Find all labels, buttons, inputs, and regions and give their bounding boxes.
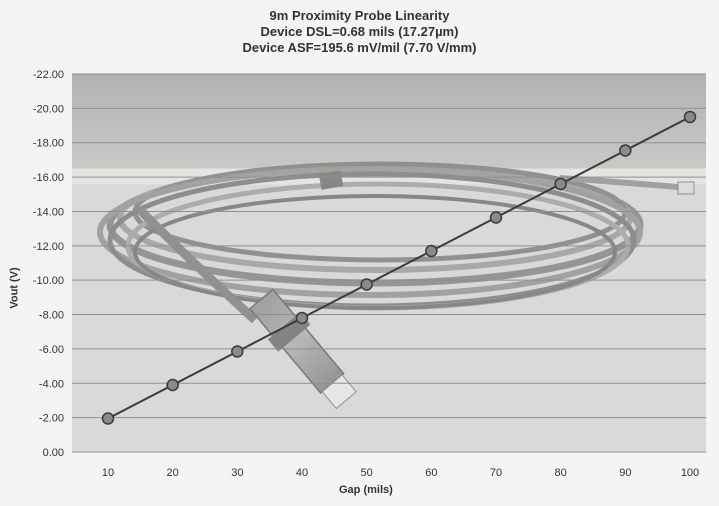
y-tick-labels: 0.00 -2.00 -4.00 -6.00 -8.00 -10.00 -12.00 -14.…	[33, 69, 64, 459]
series-line	[107, 116, 691, 420]
series-markers	[101, 110, 697, 425]
x-tick-label: 100	[681, 467, 699, 479]
x-tick-label: 50	[361, 467, 373, 479]
data-point	[231, 345, 244, 358]
x-axis-label: Gap (mils)	[339, 484, 393, 496]
y-axis-label: Vout (V)	[8, 267, 21, 309]
data-point	[166, 378, 179, 392]
y-tick-label: -2.00	[39, 413, 64, 425]
chart-title-line-2: Device DSL=0.68 mils (17.27µm)	[260, 24, 459, 39]
y-tick-label: -6.00	[39, 344, 64, 356]
data-point	[425, 244, 438, 258]
y-tick-label: -18.00	[33, 138, 64, 150]
x-tick-label: 40	[296, 467, 308, 479]
x-tick-label: 10	[102, 467, 114, 479]
y-tick-label: -20.00	[33, 103, 64, 115]
photo-dark-band	[72, 74, 706, 169]
y-tick-label: -4.00	[39, 378, 64, 390]
y-tick-label: -10.00	[33, 275, 64, 287]
x-tick-label: 80	[555, 467, 567, 479]
y-tick-label: -16.00	[33, 172, 64, 184]
data-point	[619, 144, 632, 157]
x-tick-label: 70	[490, 467, 502, 479]
y-tick-label: 0.00	[43, 447, 64, 459]
chart-title-line-3: Device ASF=195.6 mV/mil (7.70 V/mm)	[242, 40, 477, 55]
data-point	[101, 412, 115, 425]
x-tick-label: 60	[425, 467, 437, 479]
y-tick-label: -12.00	[33, 241, 64, 253]
chart-title-line-1: 9m Proximity Probe Linearity	[269, 8, 450, 23]
y-tick-label: -22.00	[33, 69, 64, 81]
series-polyline	[107, 116, 691, 420]
y-tick-label: -14.00	[33, 206, 64, 218]
x-tick-labels: 10 20 30 40 50 60 70 80 90 100	[102, 467, 699, 479]
data-point	[360, 278, 373, 291]
y-tick-label: -8.00	[39, 310, 64, 322]
data-point	[489, 211, 503, 224]
data-point	[683, 110, 697, 124]
data-point	[554, 177, 567, 191]
x-tick-label: 20	[167, 467, 179, 479]
x-tick-label: 30	[231, 467, 243, 479]
x-tick-label: 90	[619, 467, 631, 479]
data-point	[295, 311, 309, 325]
